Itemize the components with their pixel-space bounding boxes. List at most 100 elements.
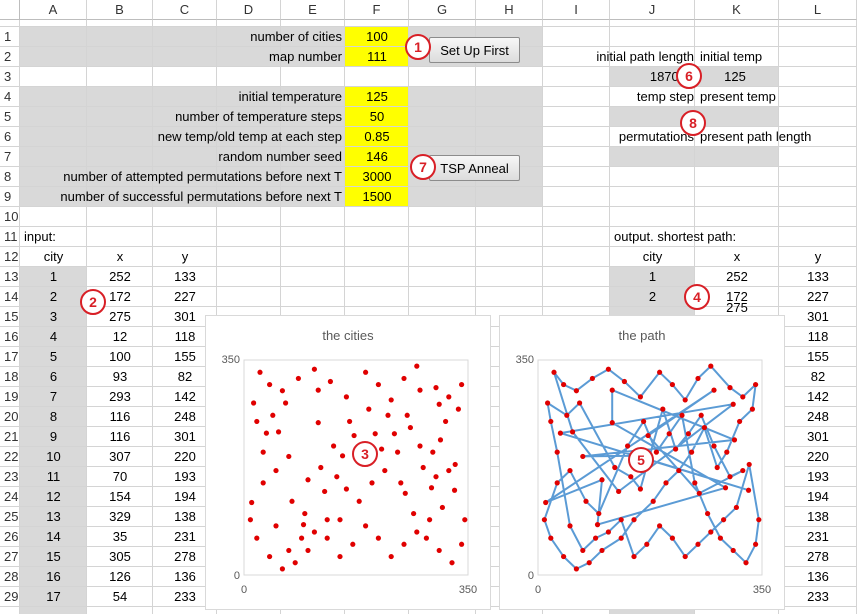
input-cell[interactable]: 8: [49, 409, 58, 424]
col-header-l[interactable]: L: [779, 0, 857, 20]
row-header[interactable]: 7: [4, 149, 12, 164]
output-cell[interactable]: 133: [807, 269, 829, 284]
input-cell[interactable]: 12: [46, 489, 61, 504]
input-cell[interactable]: 2: [49, 289, 58, 304]
output-cell-y[interactable]: 301: [807, 309, 829, 324]
input-cell[interactable]: 17: [46, 589, 61, 604]
row-header[interactable]: 9: [4, 189, 12, 204]
row-header[interactable]: 20: [4, 409, 19, 424]
row-header[interactable]: 12: [4, 249, 19, 264]
output-cell[interactable]: 1: [648, 269, 657, 284]
input-cell[interactable]: 136: [174, 569, 196, 584]
row-header[interactable]: 28: [4, 569, 19, 584]
input-cell[interactable]: 70: [112, 469, 128, 484]
row-header[interactable]: 5: [4, 109, 12, 124]
seed-value[interactable]: 146: [366, 149, 388, 164]
output-cell[interactable]: 227: [807, 289, 829, 304]
input-cell[interactable]: 252: [109, 269, 131, 284]
row-header[interactable]: 15: [4, 309, 19, 324]
row-header[interactable]: 22: [4, 449, 19, 464]
input-cell[interactable]: 142: [174, 389, 196, 404]
num-cities-value[interactable]: 100: [366, 29, 388, 44]
input-cell[interactable]: 154: [109, 489, 131, 504]
row-header[interactable]: 2: [4, 49, 12, 64]
row-header[interactable]: 17: [4, 349, 19, 364]
row-header[interactable]: 25: [4, 509, 19, 524]
output-cell[interactable]: 2: [648, 289, 657, 304]
input-cell[interactable]: 301: [174, 429, 196, 444]
cities-chart[interactable]: the cities 350 0 0 350: [205, 315, 491, 610]
input-cell[interactable]: 193: [174, 469, 196, 484]
col-header-a[interactable]: A: [20, 0, 87, 20]
input-cell[interactable]: 329: [109, 509, 131, 524]
input-cell[interactable]: 93: [112, 369, 128, 384]
input-cell[interactable]: 1: [49, 269, 58, 284]
output-cell-y[interactable]: 301: [807, 429, 829, 444]
input-cell[interactable]: 275: [109, 309, 131, 324]
input-cell[interactable]: 278: [174, 549, 196, 564]
input-cell[interactable]: 118: [174, 329, 196, 344]
output-cell[interactable]: 172: [726, 289, 748, 304]
input-cell[interactable]: 9: [49, 429, 58, 444]
col-header-c[interactable]: C: [153, 0, 217, 20]
input-cell[interactable]: 233: [174, 589, 196, 604]
output-cell-y[interactable]: 138: [807, 509, 829, 524]
row-header[interactable]: 4: [4, 89, 12, 104]
output-cell-y[interactable]: 248: [807, 409, 829, 424]
input-cell[interactable]: 126: [109, 569, 131, 584]
input-cell[interactable]: 6: [49, 369, 58, 384]
output-cell-y[interactable]: 136: [807, 569, 829, 584]
input-cell[interactable]: 15: [46, 549, 61, 564]
input-cell[interactable]: 13: [46, 509, 61, 524]
row-header[interactable]: 1: [4, 29, 12, 44]
col-header-f[interactable]: F: [345, 0, 409, 20]
row-header[interactable]: 26: [4, 529, 19, 544]
row-header[interactable]: 23: [4, 469, 19, 484]
input-cell[interactable]: 3: [49, 309, 58, 324]
output-cell[interactable]: 252: [726, 269, 748, 284]
temp-ratio-value[interactable]: 0.85: [364, 129, 390, 144]
input-cell[interactable]: 35: [112, 529, 128, 544]
set-up-first-button[interactable]: Set Up First: [429, 37, 520, 63]
input-cell[interactable]: 7: [49, 389, 58, 404]
output-cell-y[interactable]: 220: [807, 449, 829, 464]
row-header[interactable]: 16: [4, 329, 19, 344]
successful-value[interactable]: 1500: [362, 189, 392, 204]
input-cell[interactable]: 231: [174, 529, 196, 544]
input-cell[interactable]: 194: [174, 489, 196, 504]
input-cell[interactable]: 305: [109, 549, 131, 564]
row-header[interactable]: 11: [4, 229, 18, 244]
col-header-k[interactable]: K: [695, 0, 779, 20]
output-cell-y[interactable]: 155: [807, 349, 829, 364]
col-header-b[interactable]: B: [87, 0, 153, 20]
input-cell[interactable]: 14: [46, 529, 61, 544]
input-cell[interactable]: 155: [174, 349, 196, 364]
input-cell[interactable]: 116: [109, 429, 131, 444]
col-header-d[interactable]: D: [217, 0, 281, 20]
tsp-anneal-button[interactable]: TSP Anneal: [429, 155, 520, 181]
row-header[interactable]: 27: [4, 549, 19, 564]
input-cell[interactable]: 82: [177, 369, 193, 384]
row-header[interactable]: 14: [4, 289, 19, 304]
input-cell[interactable]: 12: [112, 329, 128, 344]
row-header[interactable]: 8: [4, 169, 12, 184]
col-header-h[interactable]: H: [476, 0, 543, 20]
row-header[interactable]: 6: [4, 129, 12, 144]
output-cell-y[interactable]: 233: [807, 589, 829, 604]
attempted-value[interactable]: 3000: [362, 169, 392, 184]
temp-steps-value[interactable]: 50: [369, 109, 385, 124]
input-cell[interactable]: 116: [109, 409, 131, 424]
input-cell[interactable]: 5: [49, 349, 58, 364]
col-header-i[interactable]: I: [543, 0, 610, 20]
col-header-e[interactable]: E: [281, 0, 345, 20]
row-header[interactable]: 24: [4, 489, 19, 504]
input-cell[interactable]: 133: [174, 269, 196, 284]
output-cell-y[interactable]: 118: [807, 329, 829, 344]
input-cell[interactable]: 16: [46, 569, 61, 584]
input-cell[interactable]: 227: [174, 289, 196, 304]
row-header[interactable]: 21: [4, 429, 19, 444]
output-cell-y[interactable]: 278: [807, 549, 829, 564]
input-cell[interactable]: 172: [109, 289, 131, 304]
col-header-j[interactable]: J: [610, 0, 695, 20]
output-cell-y[interactable]: 193: [807, 469, 829, 484]
